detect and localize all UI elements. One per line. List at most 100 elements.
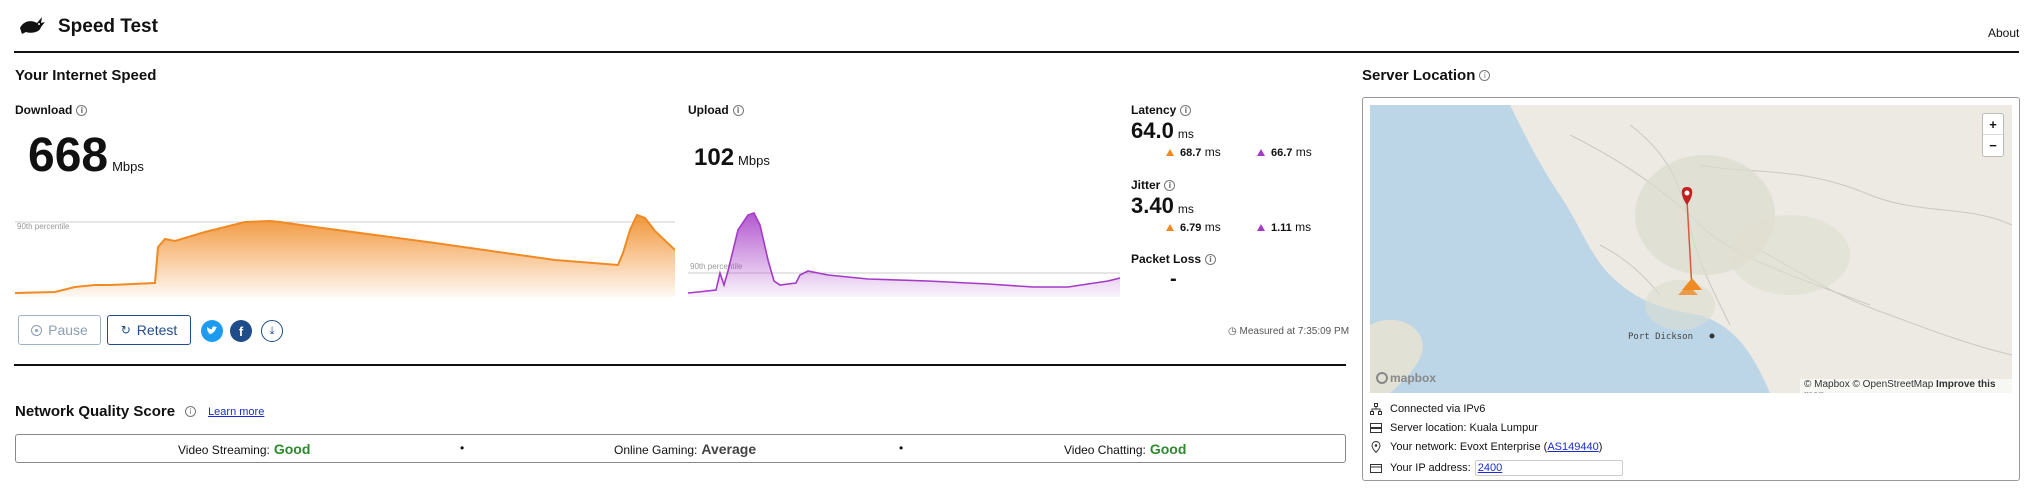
refresh-icon: ↻ [120,323,131,337]
quality-label: Video Streaming: [178,443,270,457]
download-results-icon[interactable]: ⤓ [261,320,283,342]
pause-icon [31,324,43,336]
learn-more-link[interactable]: Learn more [208,405,265,418]
measured-at: ◷ Measured at 7:35:09 PM [1228,326,1349,337]
quality-value: Good [1149,441,1187,457]
rabbit-logo-icon[interactable] [18,14,46,36]
pause-button[interactable]: Pause [18,315,101,345]
download-arrow-icon [1166,149,1174,157]
latency-down-value: 68.7 [1180,147,1202,159]
info-icon[interactable]: i [732,105,744,117]
location-pin-icon [1371,441,1381,453]
improve-map-link[interactable]: Improve this map [1804,379,1996,393]
download-number: 668 [28,129,109,182]
jitter-number: 3.40 [1131,193,1174,218]
server-title: Server Location [1362,67,1476,84]
speed-section-title: Your Internet Speed [15,67,157,84]
packet-loss-label-text: Packet Loss [1131,252,1202,266]
ip-value[interactable]: 2400 [1477,462,1503,474]
upload-arrow-icon [1257,224,1265,232]
asn-link[interactable]: AS149440 [1547,441,1599,453]
mapbox-logo-text: mapbox [1390,371,1437,385]
zoom-controls: + − [1982,113,2004,157]
network-row: Your network: Evoxt Enterprise (AS149440… [1370,441,1602,453]
ip-value-box[interactable]: 2400 [1474,460,1623,476]
info-icon[interactable]: i [1479,70,1491,82]
jitter-download-loaded: 6.79 ms [1166,220,1221,234]
map-attribution: © Mapbox © OpenStreetMap Improve this ma… [1800,379,2012,393]
quality-value: Good [273,441,311,457]
latency-up-unit: ms [1295,145,1312,159]
latency-label: Latency i [1131,103,1192,117]
info-icon[interactable]: i [76,105,88,117]
quality-item-chatting: Video Chatting: Good [1064,441,1186,459]
download-percentile-label: 90th percentile [17,222,70,231]
latency-number: 64.0 [1131,118,1174,143]
latency-upload-loaded: 66.7 ms [1257,145,1312,159]
connected-row: Connected via IPv6 [1370,403,1485,415]
server-location-text: Server location: Kuala Lumpur [1390,422,1538,434]
app-title: Speed Test [58,16,158,37]
measured-at-text: Measured at 7:35:09 PM [1239,326,1350,337]
jitter-up-value: 1.11 [1271,222,1292,234]
clock-icon: ◷ [1228,326,1237,337]
download-label: Download i [15,103,88,117]
zoom-in-button[interactable]: + [1983,114,2003,135]
quality-separator: • [460,441,465,455]
quality-box: Video Streaming: Good • Online Gaming: Ave… [15,434,1346,463]
jitter-label: Jitter i [1131,178,1176,192]
jitter-up-unit: ms [1295,220,1312,234]
pause-label: Pause [48,322,88,338]
jitter-label-text: Jitter [1131,178,1161,192]
quality-label: Video Chatting: [1064,443,1146,457]
network-icon [1370,403,1382,415]
download-unit: Mbps [112,159,144,174]
ip-card-icon [1370,464,1382,473]
latency-up-value: 66.7 [1271,147,1293,159]
ip-label: Your IP address: [1390,462,1471,474]
server-panel [1362,97,2020,481]
quality-value: Average [701,441,757,457]
info-icon[interactable]: i [1205,254,1217,266]
network-suffix: ) [1598,441,1603,453]
upload-unit: Mbps [738,153,770,168]
info-icon[interactable]: i [1180,105,1192,117]
about-link[interactable]: About [1988,26,2020,40]
ip-row: Your IP address: 2400 [1370,460,1623,476]
map[interactable]: Port Dickson + − mapbox © Mapbox © OpenS… [1370,105,2012,393]
download-arrow-icon [1166,224,1174,232]
attribution-mapbox[interactable]: © Mapbox [1804,379,1850,390]
quality-item-streaming: Video Streaming: Good [178,441,310,459]
info-icon[interactable]: i [185,406,197,417]
upload-percentile-label: 90th percentile [690,262,743,271]
latency-unit: ms [1177,127,1194,141]
network-text: Your network: Evoxt Enterprise (AS149440… [1390,441,1602,453]
twitter-share-icon[interactable] [201,320,223,342]
section-divider [14,364,1346,366]
jitter-down-unit: ms [1204,220,1221,234]
server-header: Server Location i [1362,67,1491,85]
facebook-share-icon[interactable]: f [230,320,252,342]
network-prefix: Your network: Evoxt Enterprise ( [1390,441,1548,453]
upload-arrow-icon [1257,149,1265,157]
jitter-value: 3.40 ms [1131,193,1194,219]
zoom-out-button[interactable]: − [1989,138,1997,153]
download-chart: 90th percentile [15,213,675,297]
retest-button[interactable]: ↻ Retest [107,315,191,345]
info-icon[interactable]: i [1164,180,1176,192]
jitter-down-value: 6.79 [1180,222,1202,234]
mapbox-logo[interactable]: mapbox [1376,371,1436,385]
server-icon [1370,423,1382,433]
map-place-label: Port Dickson [1628,332,1693,342]
packet-loss-value: - [1170,268,1177,290]
upload-number: 102 [694,144,735,171]
mapbox-icon [1376,372,1388,384]
attribution-osm[interactable]: © OpenStreetMap [1852,379,1934,390]
latency-label-text: Latency [1131,103,1177,117]
server-location-row: Server location: Kuala Lumpur [1370,422,1538,434]
download-label-text: Download [15,103,73,117]
upload-label-text: Upload [688,103,729,117]
upload-value: 102 Mbps [694,144,770,172]
download-value: 668 Mbps [28,128,144,183]
latency-down-unit: ms [1204,145,1221,159]
